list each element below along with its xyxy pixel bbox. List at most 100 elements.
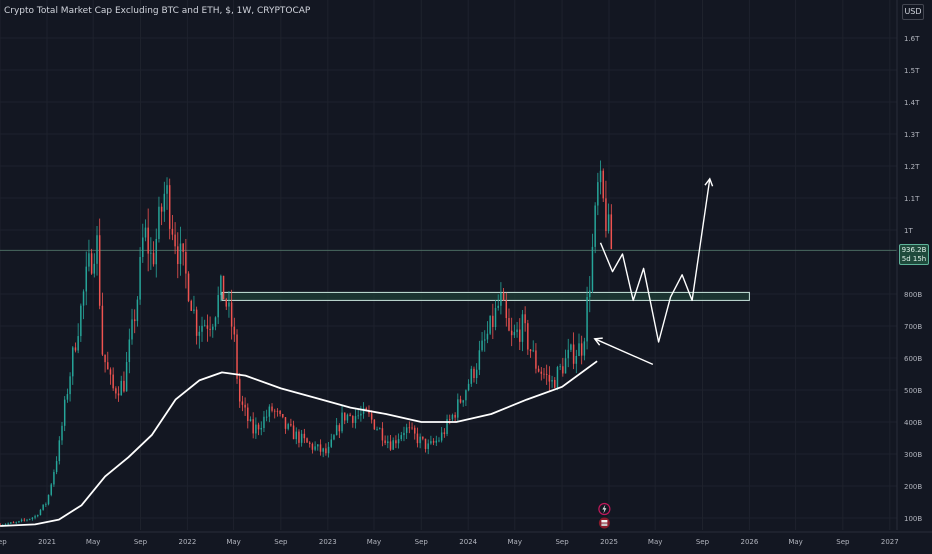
candle-body [101,305,104,355]
candle-body [411,427,413,429]
candle-body [77,336,79,351]
candle-body [18,521,20,523]
candle-body [276,410,279,412]
support-zone-rect [221,291,750,301]
candle-body [330,439,333,447]
currency-button[interactable]: USD [902,4,924,20]
candle-body [139,256,141,300]
candle-body [338,425,341,432]
candle-body [543,373,545,375]
candle-body [7,523,9,525]
candle-body [451,414,454,420]
candle-body [34,516,36,518]
candle-body [567,349,569,359]
candle-body [290,424,292,426]
candle-body [597,182,599,206]
candle-body [168,185,171,229]
y-tick-label: 300B [904,451,922,459]
x-tick-label: May [367,538,381,546]
candle-body [147,227,149,254]
candle-body [163,193,166,212]
candle-body [365,408,368,411]
candle-body [214,317,217,327]
candle-body [333,435,335,440]
chart-grid [0,0,897,530]
x-tick-label: Sep [696,538,710,546]
candle-body [203,325,206,327]
candle-body [158,206,160,239]
candle-body [20,519,23,522]
candle-body [440,432,443,441]
callout-arrowhead [593,337,603,346]
candle-body [430,441,432,444]
y-tick-label: 100B [904,515,922,523]
candle-body [475,369,478,379]
candle-body [230,302,233,327]
candle-body [610,214,613,250]
candle-body [457,399,459,418]
x-tick-label: Sep [415,538,429,546]
candle-body [419,436,421,444]
candle-body [535,350,537,369]
candle-body [308,442,311,444]
x-tick-label: May [788,538,802,546]
candle-body [462,400,464,403]
candle-body [349,414,351,416]
candle-body [66,394,69,400]
time-axis[interactable]: Sep 2021 May Sep 2022 May Sep 2023 May Sep 2024 May… [0,531,932,546]
candle-body [201,325,203,332]
candle-body [376,429,378,430]
candle-body [362,408,365,414]
candle-body [400,435,403,440]
candle-body [45,504,47,506]
candle-body [454,414,456,418]
candle-body [424,438,427,449]
candle-body [319,444,322,452]
candle-body [470,368,473,384]
candle-body [311,443,314,450]
candle-body [513,332,516,336]
candle-body [152,252,155,265]
last-price-tag: 936.2B 5d 15h [899,244,929,265]
y-tick-label: 1.3T [904,131,920,139]
x-tick-label: 2026 [740,538,758,546]
flag-icon-circle [598,517,610,529]
y-tick-label: 500B [904,387,922,395]
candle-body [473,368,475,379]
candle-body [551,379,553,382]
candle-body [395,440,397,444]
candle-body [484,339,486,341]
candle-body [322,448,324,452]
candle-body [295,431,298,440]
x-tick-label: 2022 [178,538,196,546]
candle-body [217,295,219,318]
candle-body [508,318,510,331]
candle-body [578,343,580,356]
candle-body [556,367,559,388]
candle-body [408,427,411,429]
price-axis[interactable]: 100B 200B 300B 400B 500B 600B 700B 800B 1T 1.1T 1.… [896,0,922,530]
candle-body [10,522,12,524]
candle-body [492,315,494,328]
x-tick-label: Sep [836,538,850,546]
candle-body [260,428,263,430]
candle-body [392,440,394,450]
candle-body [389,441,392,450]
candle-body [397,439,400,444]
candle-body [182,243,184,252]
candle-body [26,519,28,521]
candle-body [370,413,373,420]
candle-body [325,448,327,454]
candle-body [416,433,419,444]
candle-body [4,524,7,526]
candle-body [591,246,594,291]
candle-body [190,300,192,311]
candle-body [12,522,15,524]
candle-body [335,425,338,436]
candle-body [497,305,499,308]
candle-body [403,432,405,436]
candle-body [98,235,101,306]
projection-arrowhead [704,177,714,187]
